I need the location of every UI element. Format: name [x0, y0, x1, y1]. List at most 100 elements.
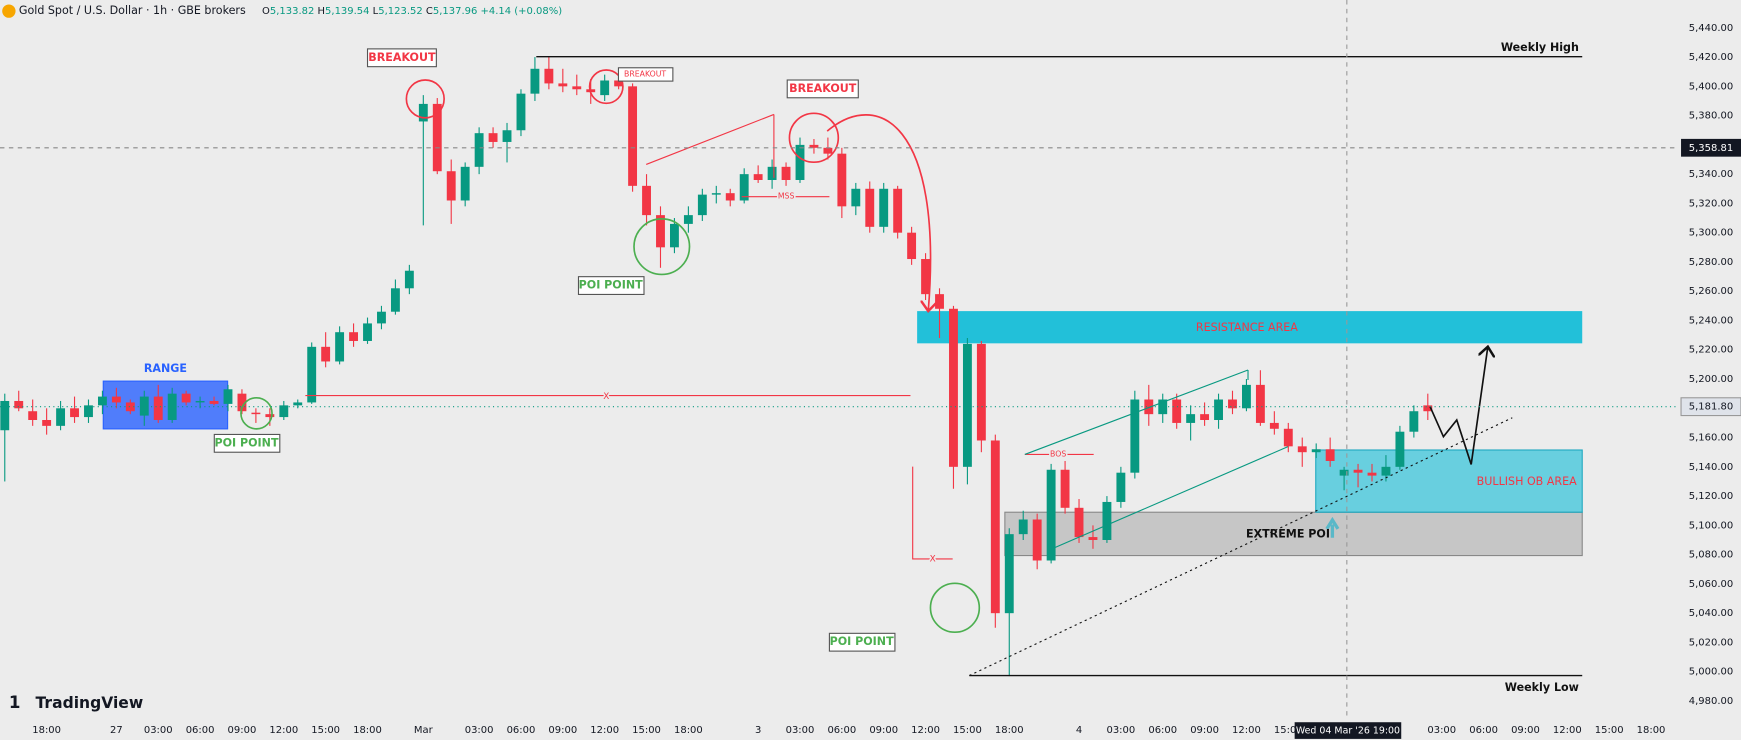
candle-body [1074, 507, 1084, 538]
candle-body [321, 346, 331, 362]
circle [240, 396, 273, 430]
ohlc-change: +4.14 (+0.08%) [481, 6, 563, 17]
candle-body [1409, 411, 1419, 432]
candle-body [656, 215, 665, 248]
y-tick-label: 5,340.00 [1689, 169, 1733, 180]
candle-body [697, 194, 707, 216]
y-tick-label: 5,400.00 [1689, 81, 1733, 92]
candle-body [111, 396, 121, 403]
candle-body [1255, 384, 1265, 423]
candle-body [1339, 469, 1349, 476]
circle [405, 79, 445, 119]
ohlc-value: 5,139.54 [325, 6, 369, 17]
y-tick-label: 5,420.00 [1689, 52, 1733, 63]
annotation: BREAKOUT [368, 51, 436, 64]
candle-body [502, 130, 512, 142]
candle-body [1018, 519, 1028, 535]
x-tick-label: 09:00 [228, 725, 257, 736]
candle-body [1144, 399, 1154, 415]
candle-body [628, 86, 638, 186]
candle-body [767, 166, 777, 180]
annotation: BULLISH OB AREA [1477, 475, 1577, 488]
small-arrow [1325, 516, 1340, 538]
candle-body [97, 396, 107, 406]
resistance-zone [917, 311, 1583, 344]
x-tick-label: 18:00 [1637, 725, 1666, 736]
candle-body [935, 294, 944, 309]
x-tick-label: 18:00 [674, 725, 703, 736]
y-tick-label: 5,280.00 [1689, 257, 1733, 268]
ohlc-value: 5,137.96 [433, 6, 477, 17]
x-tick-label: 06:00 [186, 725, 215, 736]
y-tick-label: 5,040.00 [1689, 608, 1733, 619]
candle-body [460, 166, 470, 201]
x-tick-label: 09:00 [1190, 725, 1219, 736]
x-tick-label: 06:00 [1469, 725, 1498, 736]
candle-body [139, 396, 149, 416]
candle-body [879, 188, 889, 227]
y-tick-label: 5,080.00 [1689, 550, 1733, 561]
annotation: BREAKOUT [624, 69, 666, 78]
candle-body [837, 153, 847, 207]
candle-body [1297, 446, 1307, 453]
drawings [0, 0, 1679, 720]
candle-body [865, 188, 875, 227]
x-tick-label: 15:00 [1595, 725, 1624, 736]
x-tick-label: 15:00 [953, 725, 982, 736]
candle-body [432, 103, 442, 172]
candle-body [683, 215, 693, 224]
candle-body [390, 288, 400, 312]
candle-body [1283, 428, 1293, 447]
x-tick-label: 09:00 [548, 725, 577, 736]
dotted-trendline [969, 417, 1513, 677]
candle-body [1423, 405, 1433, 412]
candle-body [153, 396, 163, 420]
candle-body [962, 343, 972, 467]
x-tick-label: 12:00 [590, 725, 619, 736]
x-tick-label: Mar [414, 725, 434, 736]
candle-body [1116, 472, 1126, 502]
label-box [213, 433, 281, 453]
x-line [912, 466, 953, 560]
candle-body [1200, 414, 1210, 420]
candle-body [488, 133, 498, 142]
y-tick-label: 5,060.00 [1689, 579, 1733, 590]
candle-body [1032, 519, 1042, 561]
y-tick-label: 5,300.00 [1689, 228, 1733, 239]
x-tick-label: 12:00 [911, 725, 940, 736]
x-tick-label: 03:00 [1427, 725, 1456, 736]
candle-body [377, 311, 386, 324]
candle-body [1395, 431, 1405, 467]
candle-body [600, 80, 610, 96]
candle-body [474, 133, 484, 167]
candle-body [265, 414, 275, 418]
candle-body [572, 86, 582, 90]
candle-body [976, 343, 986, 441]
candle-body [1381, 466, 1391, 476]
y-tick-label: 5,320.00 [1689, 198, 1733, 209]
annotation: RESISTANCE AREA [1196, 321, 1298, 334]
candle-body [1228, 399, 1237, 409]
channel-line [1024, 369, 1249, 455]
candle-body [530, 68, 540, 94]
annotation: MSS [778, 192, 795, 201]
x-tick-label: 15:00 [632, 725, 661, 736]
candle-body [1102, 501, 1112, 540]
candle-body [418, 103, 428, 122]
candle-body [28, 411, 38, 420]
x-tick-label: 06:00 [827, 725, 856, 736]
candle-body [125, 402, 135, 412]
chart-title: Gold Spot / U.S. Dollar · 1h · GBE broke… [19, 4, 246, 17]
candle-body [642, 185, 651, 216]
candle-body [14, 400, 24, 409]
candle-body [446, 171, 456, 201]
y-tick-label: 4,980.00 [1689, 696, 1733, 707]
x-tick-label: 03:00 [144, 725, 173, 736]
crosshair-price: 5,358.81 [1689, 143, 1733, 154]
candle-body [558, 83, 568, 87]
x-tick-label: 06:00 [507, 725, 536, 736]
overlay: Wed 04 Mar '26 19:00 [1294, 722, 1402, 739]
x-tick-label: 27 [110, 725, 123, 736]
